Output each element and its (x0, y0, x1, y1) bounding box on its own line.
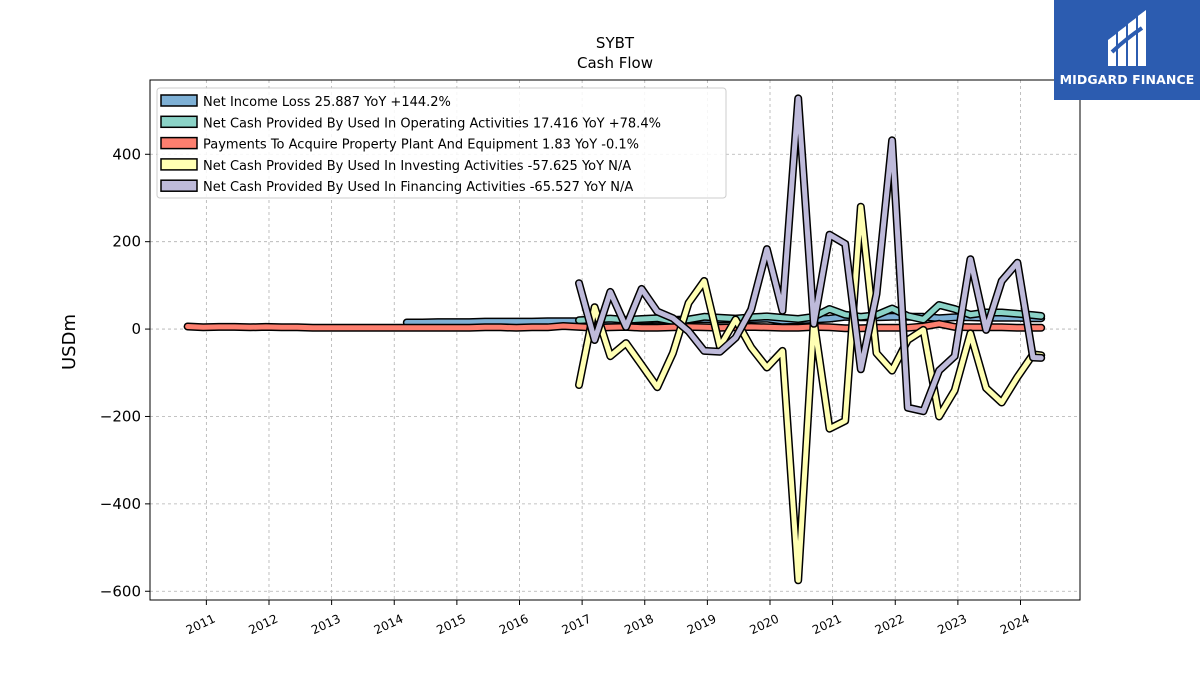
x-tick-label: 2023 (935, 612, 969, 638)
y-tick-label: 400 (112, 145, 141, 163)
series-lines (183, 94, 1046, 585)
x-tick-label: 2011 (184, 612, 218, 638)
x-tick-label: 2012 (246, 612, 280, 638)
series-3 (183, 319, 1046, 333)
legend-entry-label: Net Cash Provided By Used In Operating A… (203, 116, 661, 131)
x-tick-label: 2019 (685, 612, 719, 638)
x-tick-label: 2020 (748, 612, 782, 638)
series-5 (575, 94, 1046, 416)
legend-swatch (160, 115, 198, 129)
y-tick-label: −400 (100, 495, 141, 513)
legend-entry-label: Payments To Acquire Property Plant And E… (203, 138, 639, 153)
y-tick-label: −600 (100, 582, 141, 600)
x-tick-label: 2021 (810, 612, 844, 638)
x-tick-label: 2024 (998, 612, 1032, 638)
legend-swatch (160, 179, 198, 192)
x-tick-label: 2015 (434, 612, 468, 638)
logo-text: MIDGARD FINANCE (1059, 72, 1195, 87)
legend-swatch (160, 158, 198, 171)
y-axis-label: USDm (59, 314, 80, 370)
x-tick-label: 2018 (622, 612, 656, 638)
plot-frame (149, 79, 1081, 601)
legend-frame (156, 87, 727, 199)
x-tick-label: 2013 (309, 612, 343, 638)
legend-entry-label: Net Cash Provided By Used In Investing A… (203, 159, 631, 174)
logo-mark-icon (1108, 10, 1146, 66)
series-line (576, 95, 1044, 414)
x-tick-label: 2014 (372, 612, 406, 638)
legend-swatch (160, 136, 198, 150)
x-tick-label: 2022 (873, 612, 907, 638)
x-tick-label: 2017 (560, 612, 594, 638)
legend-entry-label: Net Income Loss 25.887 YoY +144.2% (203, 95, 451, 110)
chart-title: SYBT (596, 34, 635, 52)
y-tick-label: 200 (112, 233, 141, 251)
y-tick-label: −200 (100, 407, 141, 425)
midgard-finance-logo: MIDGARD FINANCE (1054, 0, 1200, 100)
y-tick-label: 0 (131, 320, 141, 338)
legend: Net Income Loss 25.887 YoY +144.2% Net Ca… (156, 87, 727, 199)
chart-subtitle: Cash Flow (577, 54, 653, 72)
axis-ticks: 2011 2012 2013 2014 2015 2016 2017 2018 2019 2020… (100, 145, 1032, 637)
legend-entry-label: Net Cash Provided By Used In Financing A… (203, 180, 633, 195)
legend-swatch (160, 94, 198, 107)
x-tick-label: 2016 (497, 612, 531, 638)
